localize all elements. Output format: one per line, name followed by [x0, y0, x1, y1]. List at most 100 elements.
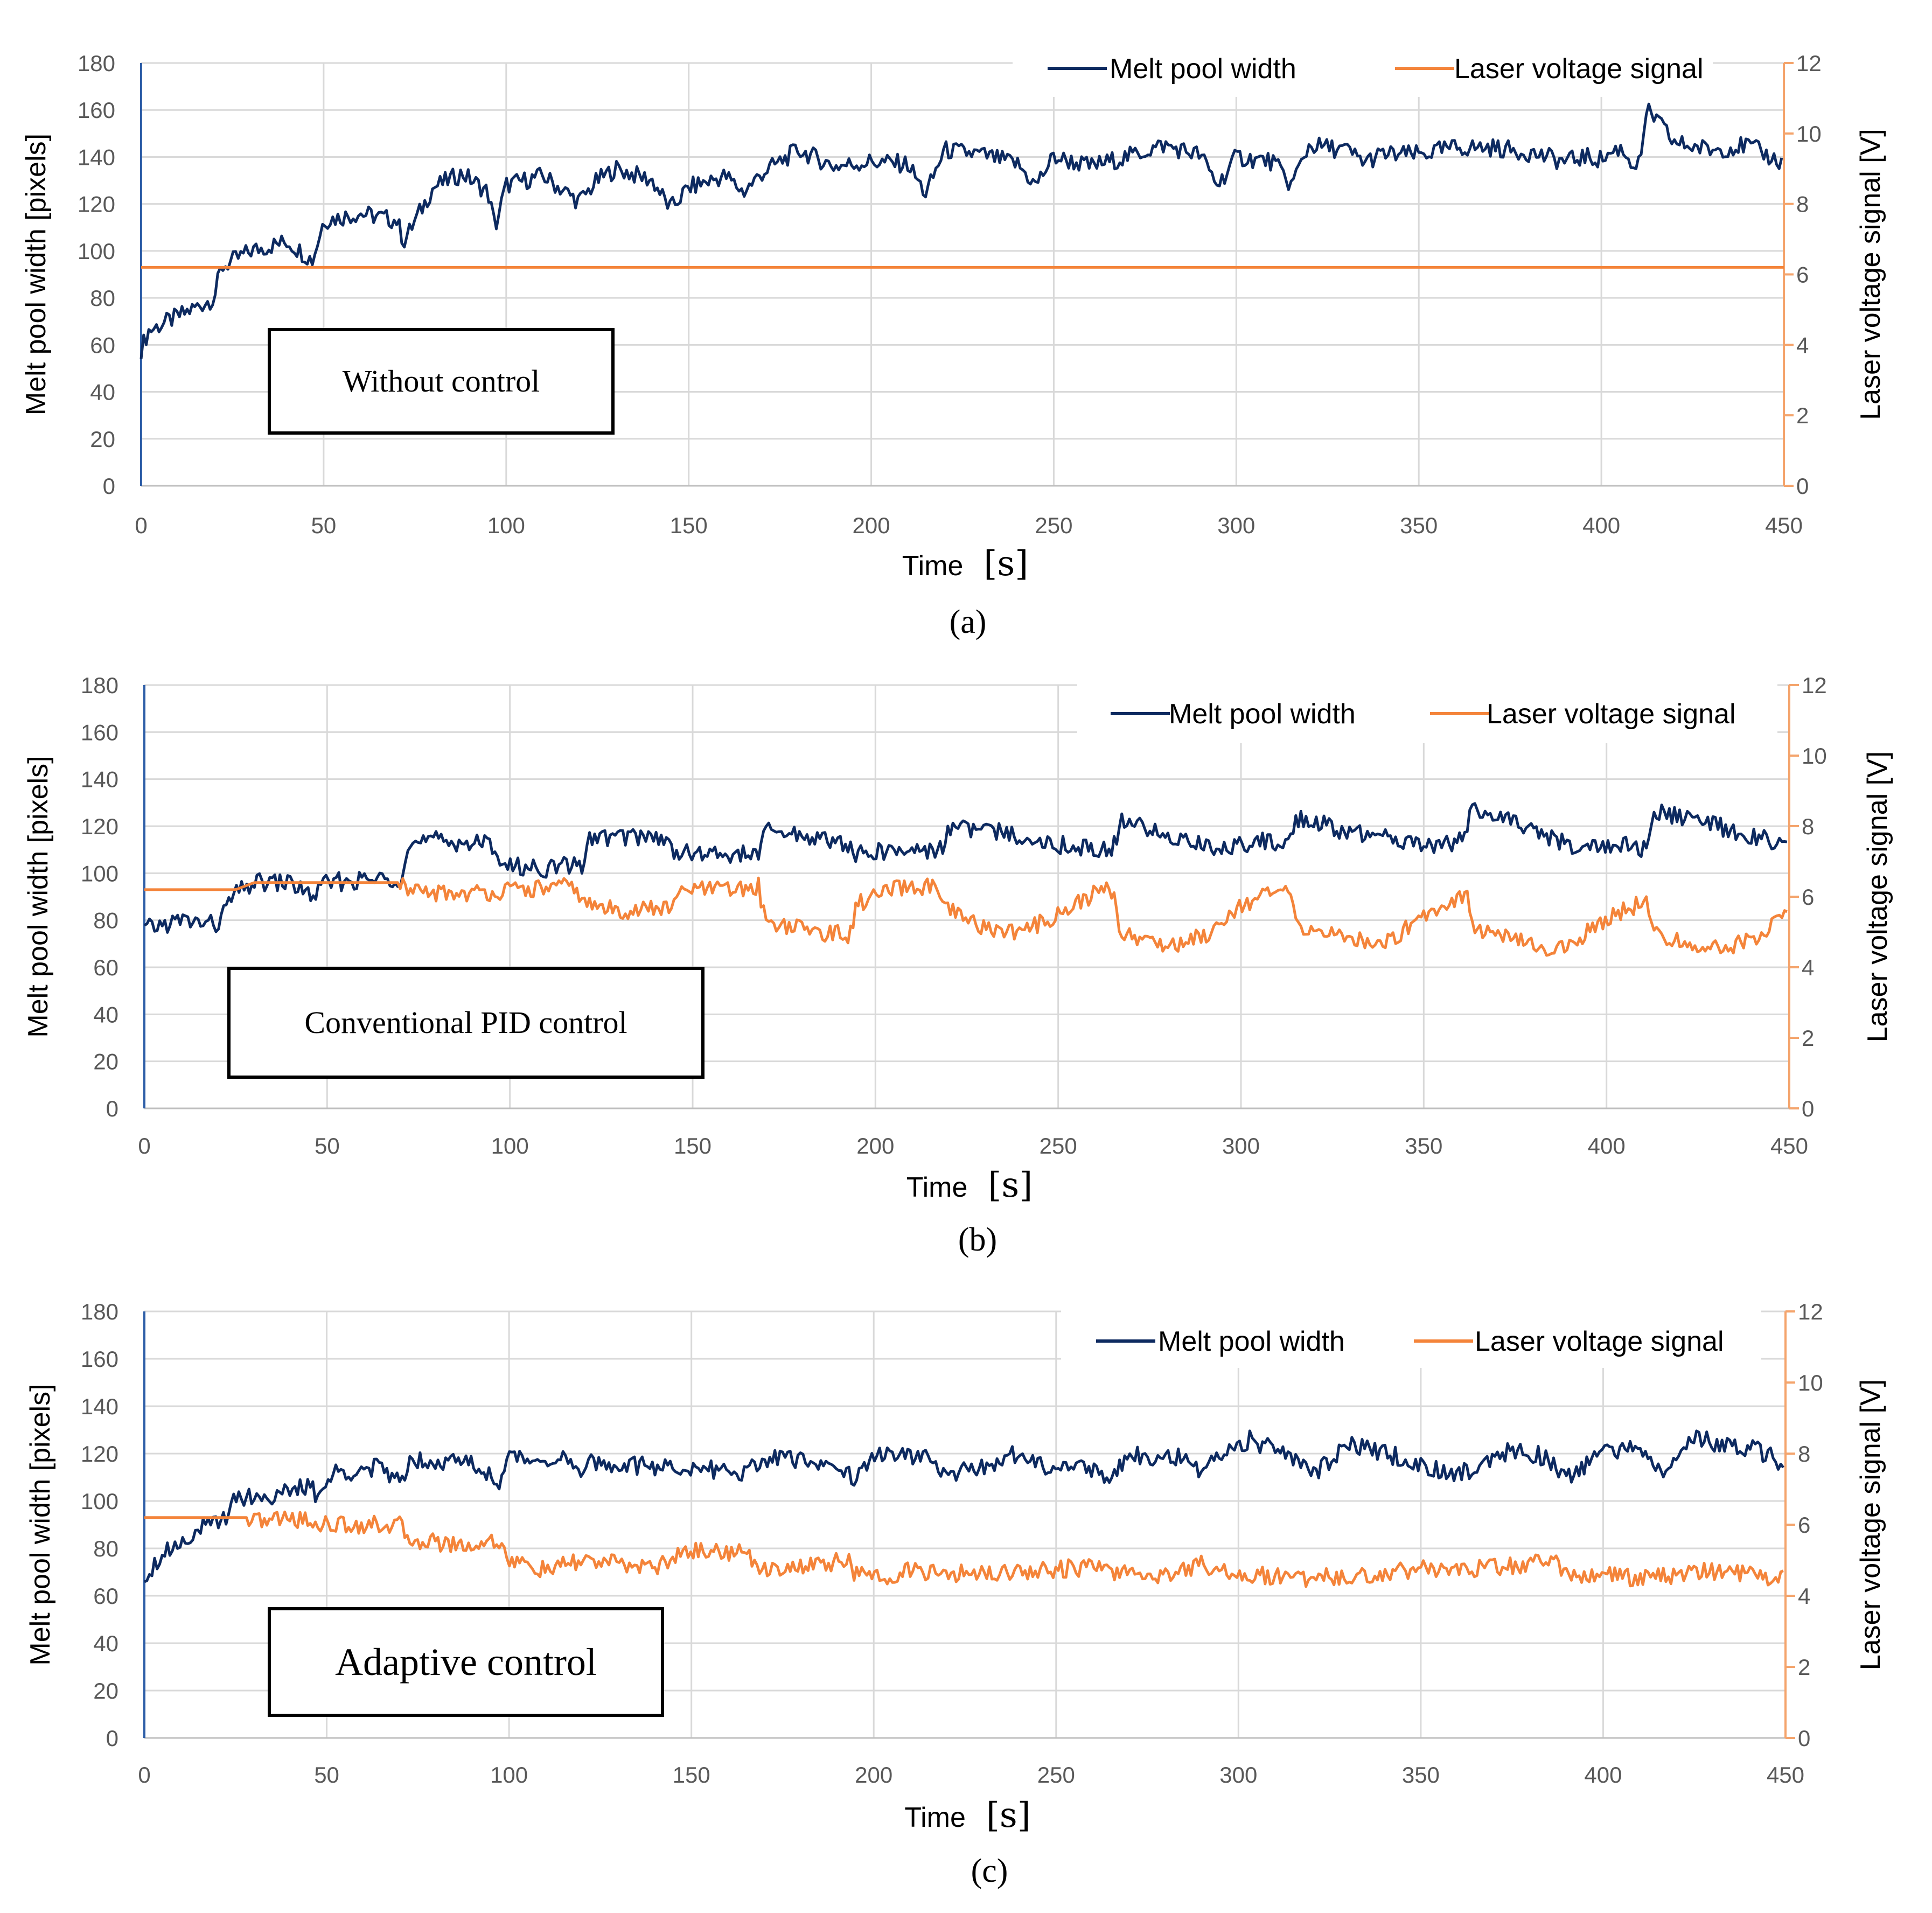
panel-caption: (b)	[958, 1221, 997, 1258]
y-axis-title: Melt pool width [pixels]	[23, 756, 54, 1037]
x-tick-label: 50	[311, 513, 337, 538]
y2-tick-label: 0	[1802, 1096, 1814, 1121]
y2-tick-label: 8	[1796, 192, 1809, 217]
y2-tick-label: 8	[1802, 814, 1814, 839]
y-tick-label: 100	[78, 239, 115, 264]
x-tick-label: 250	[1035, 513, 1072, 538]
y-tick-label: 0	[106, 1096, 118, 1121]
y-tick-label: 120	[81, 1441, 118, 1467]
y2-tick-label: 12	[1796, 51, 1822, 76]
y2-tick-label: 4	[1798, 1583, 1810, 1609]
x-tick-label: 400	[1584, 1762, 1622, 1788]
y2-tick-label: 0	[1796, 473, 1809, 499]
x-axis-unit: [s]	[984, 544, 1028, 584]
x-tick-label: 350	[1400, 513, 1438, 538]
y-tick-label: 160	[81, 720, 118, 745]
x-tick-label: 350	[1402, 1762, 1440, 1788]
y2-tick-label: 6	[1802, 884, 1814, 910]
y2-tick-label: 4	[1802, 955, 1814, 980]
annotation-label: Adaptive control	[335, 1640, 597, 1684]
y-tick-label: 40	[90, 380, 115, 405]
x-axis-unit: [s]	[986, 1796, 1031, 1835]
x-tick-label: 250	[1037, 1762, 1075, 1788]
x-axis-title-text: Time	[904, 1802, 966, 1833]
x-axis-title-text: Time	[906, 1172, 968, 1203]
y-tick-label: 140	[78, 144, 115, 170]
melt-pool-width-series-line	[143, 802, 1788, 934]
melt-pool-width-series-line	[140, 102, 1783, 359]
x-tick-label: 0	[138, 1762, 150, 1788]
y-tick-label: 180	[78, 51, 115, 76]
y-tick-label: 40	[93, 1631, 118, 1656]
x-tick-label: 50	[314, 1762, 339, 1788]
x-tick-label: 200	[853, 513, 890, 538]
x-axis-title: Time [s]	[902, 544, 1028, 584]
legend-label: Melt pool width	[1158, 1326, 1345, 1357]
y-tick-label: 180	[81, 1299, 118, 1324]
laser-voltage-series-line	[144, 1510, 1784, 1588]
y2-tick-label: 10	[1798, 1370, 1823, 1395]
y-tick-label: 100	[81, 861, 118, 886]
x-tick-label: 200	[856, 1133, 894, 1158]
y-tick-label: 80	[93, 908, 118, 933]
y2-tick-label: 12	[1802, 673, 1827, 698]
legend-label: Melt pool width	[1169, 699, 1356, 730]
y-axis-title: Melt pool width [pixels]	[25, 1384, 56, 1665]
y-tick-label: 120	[78, 192, 115, 217]
y2-axis-title: Laser voltage signal [V]	[1855, 129, 1886, 420]
x-tick-label: 150	[674, 1133, 712, 1158]
x-tick-label: 400	[1588, 1133, 1626, 1158]
y-tick-label: 160	[81, 1346, 118, 1372]
x-tick-label: 450	[1767, 1762, 1804, 1788]
legend-label: Laser voltage signal	[1475, 1326, 1724, 1357]
y-tick-label: 120	[81, 814, 118, 839]
y-tick-label: 60	[93, 1583, 118, 1609]
x-tick-label: 100	[487, 513, 525, 538]
x-tick-label: 450	[1765, 513, 1803, 538]
y2-tick-label: 2	[1796, 403, 1809, 428]
x-axis-unit: [s]	[988, 1165, 1033, 1205]
legend-background	[1013, 38, 1713, 97]
legend-label: Laser voltage signal	[1487, 699, 1736, 730]
x-tick-label: 100	[491, 1133, 529, 1158]
y-tick-label: 80	[93, 1536, 118, 1561]
annotation-label: Conventional PID control	[304, 1005, 627, 1040]
x-tick-label: 0	[135, 513, 147, 538]
y2-tick-label: 10	[1796, 121, 1822, 146]
x-tick-label: 100	[490, 1762, 528, 1788]
x-tick-label: 450	[1770, 1133, 1808, 1158]
y2-tick-label: 6	[1798, 1512, 1810, 1538]
y2-tick-label: 2	[1798, 1654, 1810, 1680]
x-tick-label: 400	[1582, 513, 1620, 538]
panel-caption: (c)	[971, 1853, 1008, 1889]
x-tick-label: 0	[138, 1133, 150, 1158]
y-tick-label: 160	[78, 97, 115, 123]
y2-tick-label: 12	[1798, 1299, 1823, 1324]
x-tick-label: 300	[1222, 1133, 1260, 1158]
y-tick-label: 140	[81, 767, 118, 792]
x-tick-label: 300	[1217, 513, 1255, 538]
y-tick-label: 180	[81, 673, 118, 698]
x-tick-label: 300	[1219, 1762, 1257, 1788]
y2-tick-label: 2	[1802, 1025, 1814, 1051]
y2-tick-label: 8	[1798, 1441, 1810, 1467]
y-tick-label: 60	[93, 955, 118, 980]
annotation-label: Without control	[343, 364, 540, 399]
y-tick-label: 20	[90, 427, 115, 452]
x-tick-label: 200	[855, 1762, 892, 1788]
annotation-box	[268, 1607, 664, 1717]
y2-axis-title: Laser voltage signal [V]	[1862, 751, 1893, 1043]
y-tick-label: 140	[81, 1394, 118, 1419]
y2-tick-label: 4	[1796, 332, 1809, 358]
x-axis-title: Time [s]	[904, 1796, 1030, 1835]
y-axis-title: Melt pool width [pixels]	[20, 134, 52, 415]
y-tick-label: 0	[103, 473, 115, 499]
legend-label: Melt pool width	[1110, 53, 1296, 85]
y2-axis-title: Laser voltage signal [V]	[1855, 1379, 1886, 1671]
y-tick-label: 20	[93, 1049, 118, 1074]
panel-caption: (a)	[950, 604, 987, 640]
annotation-box	[268, 328, 615, 435]
x-tick-label: 50	[315, 1133, 340, 1158]
x-axis-title: Time [s]	[906, 1165, 1033, 1205]
